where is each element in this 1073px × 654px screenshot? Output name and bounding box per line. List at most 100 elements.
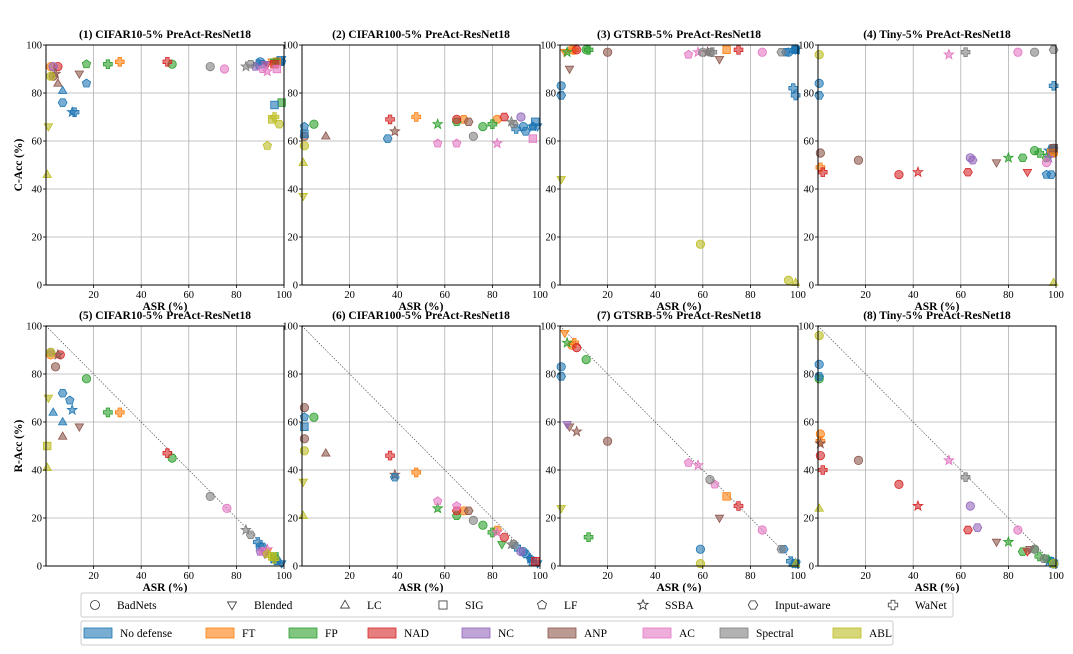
point-badnets-nad [499, 532, 509, 542]
legend-item-input-aware: Input-aware [747, 600, 831, 612]
y-tick-label: 40 [288, 185, 299, 196]
x-tick-label: 40 [392, 290, 403, 301]
legend-item-abl: ABL [832, 627, 892, 640]
panel-8: 20 40 60 80 100 0 20 40 60 80 100 (8) Tiny-5% PreAc… [798, 310, 1064, 594]
reference-diagonal [817, 325, 1057, 567]
point-lf-ac [432, 138, 443, 148]
point-lf-ac [432, 496, 443, 506]
point-ssba-anp [388, 125, 401, 137]
point-sig-anp [1049, 144, 1058, 153]
legend-swatch [367, 627, 397, 639]
x-tick-label: 40 [650, 290, 661, 301]
point-badnets-nc [516, 112, 526, 122]
y-tick-label: 20 [804, 514, 815, 525]
points [298, 402, 543, 569]
point-badnets-nad [815, 450, 825, 461]
point-badnets-nad [572, 342, 582, 353]
triangle-up-icon [339, 599, 351, 609]
point-badnets-anp [299, 402, 309, 413]
point-input-aware-nad [963, 525, 973, 535]
legend-label: NC [498, 628, 514, 640]
point-lc-abl [1048, 277, 1059, 286]
y-tick-label: 80 [804, 370, 815, 381]
legend-swatch [461, 627, 491, 639]
panel-title: (5) CIFAR10-5% PreAct-ResNet18 [79, 310, 251, 322]
point-ssba-fp [1002, 151, 1015, 163]
point-input-aware-spectral [508, 119, 519, 129]
legend-item-fp: FP [288, 627, 338, 640]
panel-title: (8) Tiny-5% PreAct-ResNet18 [863, 310, 1011, 322]
x-tick-label: 100 [276, 571, 292, 582]
point-blended-abl [298, 478, 309, 488]
point-badnets-fp [478, 122, 488, 132]
point-lc-abl [298, 510, 309, 519]
point-lf-abl [262, 549, 273, 558]
point-badnets-nc [516, 546, 526, 557]
point-blended-abl [556, 505, 567, 514]
y-tick-label: 0 [293, 562, 298, 573]
point-input-aware-no-defense [382, 134, 393, 143]
point-sig-nad [531, 557, 540, 566]
x-tick-label: 60 [956, 571, 967, 582]
point-ssba-anp [570, 425, 583, 437]
point-badnets-anp [853, 155, 864, 165]
x-tick-label: 60 [698, 571, 709, 582]
point-input-aware-spectral [245, 59, 256, 69]
panel-title: (1) CIFAR10-5% PreAct-ResNet18 [79, 29, 251, 41]
reference-diagonal [559, 325, 799, 567]
x-tick-label: 20 [88, 290, 99, 301]
point-input-aware-no-defense [814, 91, 825, 100]
point-badnets-abl [299, 141, 309, 151]
point-lf-no-defense [299, 121, 310, 131]
point-badnets-abl [783, 275, 794, 285]
legend-swatch [288, 627, 318, 639]
grid [46, 44, 285, 286]
y-tick-label: 80 [288, 89, 299, 100]
points [814, 45, 1059, 286]
y-axis-label: C-Acc (%) [13, 138, 25, 191]
point-input-aware-no-defense [57, 98, 68, 107]
point-badnets-spectral [1029, 47, 1040, 57]
legend-label: WaNet [915, 600, 947, 612]
legend-label: No defense [120, 628, 172, 640]
point-lf-ac [683, 49, 694, 59]
plot-frame [45, 44, 285, 286]
point-badnets-abl [1049, 558, 1059, 569]
y-tick-label: 40 [288, 466, 299, 477]
y-tick-label: 40 [32, 185, 43, 196]
x-tick-label: 20 [860, 290, 871, 301]
point-badnets-nad [894, 170, 904, 180]
y-tick-label: 80 [288, 370, 299, 381]
x-tick-label: 60 [184, 290, 195, 301]
x-tick-label: 20 [344, 290, 355, 301]
point-sig-ft [722, 45, 731, 54]
point-badnets-no-defense [695, 544, 706, 554]
point-blended-fp [497, 541, 507, 550]
points [42, 55, 287, 178]
point-badnets-spectral [468, 515, 478, 526]
point-badnets-spectral [205, 61, 215, 72]
x-tick-label: 80 [231, 571, 242, 582]
legend-item-blended: Blended [226, 600, 293, 612]
point-wanet-no-defense [1048, 80, 1059, 91]
point-input-aware-anp [463, 506, 474, 516]
legend-box [80, 592, 954, 618]
y-tick-label: 0 [293, 281, 298, 292]
point-ssba-no-defense [526, 120, 539, 132]
point-ssba-no-defense [789, 43, 802, 55]
x-tick-label: 40 [136, 571, 147, 582]
point-blended-anp [991, 538, 1002, 548]
x-tick-label: 80 [487, 290, 498, 301]
legend-item-ac: AC [642, 627, 695, 640]
x-tick-label: 100 [1048, 290, 1064, 301]
point-lc-abl [42, 169, 53, 178]
square-icon [438, 600, 448, 610]
panel-title: (6) CIFAR100-5% PreAct-ResNet18 [332, 310, 510, 322]
legend-item-anp: ANP [547, 627, 607, 640]
point-lc-abl [298, 157, 309, 166]
x-tick-label: 100 [532, 571, 548, 582]
legend-item-nc: NC [461, 627, 514, 640]
point-badnets-anp [50, 362, 61, 372]
y-tick-label: 20 [546, 514, 557, 525]
point-input-aware-nc [967, 155, 978, 165]
